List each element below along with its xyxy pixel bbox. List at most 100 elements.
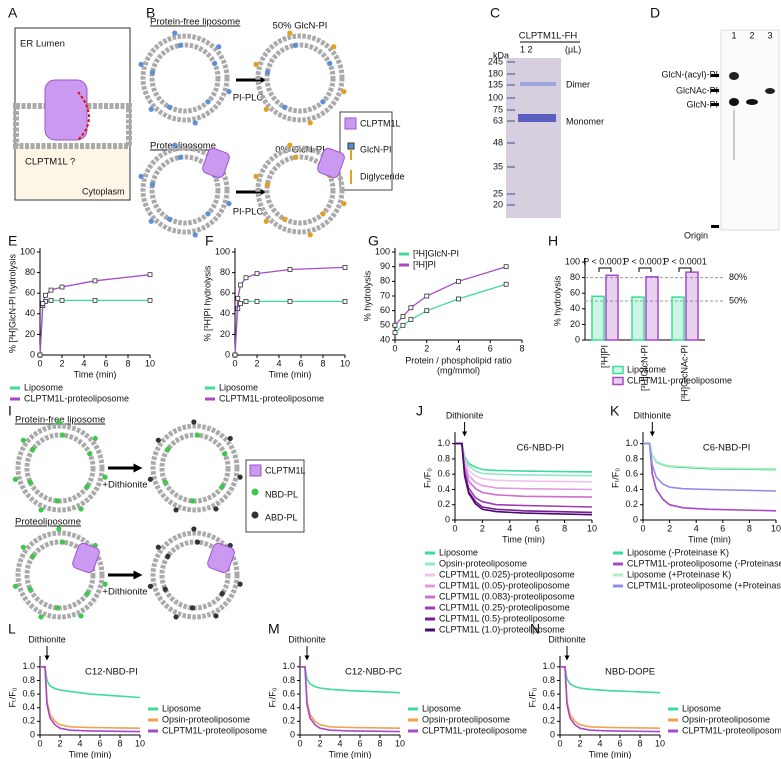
y-tick-label: 0.4	[625, 484, 638, 494]
legend-label: Liposome	[627, 364, 666, 374]
lipid-dot	[189, 605, 196, 611]
data-point	[424, 308, 430, 314]
lipid-dot	[307, 232, 313, 238]
chart-title: C12-NBD-PI	[85, 667, 138, 678]
y-tick-label: 80	[25, 267, 35, 277]
x-axis-label: Protein / phospholipid ratio	[405, 355, 512, 365]
legend-label: CLPTM1L-proteoliposome	[627, 375, 732, 385]
y-tick-label: 0.4	[542, 702, 555, 712]
lipid-dot	[177, 154, 183, 160]
ladder-band	[507, 97, 515, 99]
legend-label: CLPTM1L (1.0)-proteoliposome	[439, 624, 565, 634]
legend-label: CLPTM1L (0.25)-proteoliposome	[439, 602, 570, 612]
legend-label: ABD-PL	[265, 512, 298, 522]
data-point	[342, 299, 348, 304]
lipid-dot	[155, 437, 161, 443]
legend-swatch	[612, 365, 624, 375]
data-point	[243, 299, 249, 304]
y-tick-label: 90	[380, 261, 390, 271]
y-tick-label: 60	[380, 305, 390, 315]
y-tick-label: 100	[375, 246, 390, 256]
lipid-dot	[78, 506, 84, 512]
bilayer-inner	[264, 42, 336, 114]
data-point	[147, 298, 153, 303]
series-line	[455, 442, 593, 514]
bilayer-outer	[150, 423, 240, 513]
data-point	[408, 317, 414, 322]
lipid-dot	[78, 613, 84, 619]
legend-label: Liposome (+Proteinase K)	[627, 569, 731, 579]
ladder-label: 25	[493, 188, 503, 198]
chart-title: NBD-DOPE	[605, 667, 655, 678]
lipid-dot	[38, 507, 44, 513]
x-axis-label: Time (min)	[69, 749, 112, 759]
series-line	[234, 266, 346, 356]
lipid-dot	[222, 451, 228, 457]
lipid-dot	[192, 120, 198, 126]
significance-bracket	[678, 267, 692, 272]
panel-letter: A	[8, 5, 18, 21]
x-tick-label: 2	[480, 523, 485, 533]
y-tick-label: 0.6	[625, 469, 638, 479]
chart-title: C6-NBD-PI	[703, 443, 751, 454]
ladder-label: 48	[493, 137, 503, 147]
x-tick-label: 4	[337, 738, 342, 748]
legend-label: CLPTM1L	[265, 465, 306, 475]
lipid-dot	[84, 591, 90, 597]
label: GlcNAc-PI	[676, 85, 718, 95]
lipid-dot	[138, 173, 144, 180]
y-tick-label: 20	[570, 319, 580, 329]
label: GlcN-PI	[687, 99, 719, 109]
y-tick-label: 0	[225, 349, 230, 359]
x-tick-label: 0	[640, 523, 645, 533]
lipid-dot	[189, 498, 196, 504]
lipid-dot	[173, 614, 179, 620]
y-tick-label: 100	[215, 246, 230, 256]
x-tick-label: 2	[424, 343, 429, 353]
data-point	[287, 299, 293, 304]
panel-letter: B	[146, 5, 155, 21]
y-axis-label: % [³H]PI hydrolysis	[202, 265, 212, 342]
series-line	[394, 266, 507, 326]
x-tick-label: 4	[507, 523, 512, 533]
x-axis-label: Time (min)	[269, 369, 312, 379]
lipid-dot	[147, 476, 154, 482]
lipid-dot	[149, 181, 156, 187]
annotation: P < 0.0001	[623, 256, 667, 266]
label: Origin	[684, 230, 708, 240]
legend-label: Liposome	[682, 703, 721, 713]
x-tick-label: 4	[77, 738, 82, 748]
lipid-dot	[281, 104, 288, 110]
lipid-dot	[320, 99, 326, 105]
lipid-dot	[263, 106, 269, 112]
series-line	[234, 300, 345, 356]
lipid-dot	[138, 61, 144, 68]
lipid-dot	[226, 88, 232, 95]
x-tick-label: 10	[340, 358, 350, 368]
label: +Dithionite	[102, 587, 147, 598]
bilayer-inner	[149, 154, 221, 226]
bar	[671, 296, 685, 341]
y-tick-label: 0.8	[437, 453, 450, 463]
lipid-dot	[320, 211, 326, 217]
y-axis-label: % [³H]GlcN-PI hydrolysis	[7, 253, 17, 353]
ladder-label: 75	[493, 104, 503, 114]
flip-arrow	[77, 91, 90, 141]
data-point	[48, 298, 54, 303]
bar	[685, 271, 699, 341]
y-axis-label: % hydrolysis	[552, 275, 562, 326]
x-tick-label: 0	[37, 358, 42, 368]
lipid-dot	[38, 614, 44, 620]
x-axis-label: Time (min)	[502, 534, 545, 544]
y-tick-label: 100	[565, 256, 580, 266]
y-axis-label: Fₜ/F₀	[267, 687, 277, 707]
ladder-band	[507, 142, 515, 144]
panel-letter: F	[205, 233, 214, 249]
y-tick-label: 0.8	[282, 675, 295, 685]
lipid-dot	[205, 211, 211, 217]
data-point	[400, 322, 406, 328]
lipid-dot	[147, 583, 154, 589]
lumen	[271, 161, 329, 219]
label: Monomer	[566, 116, 604, 126]
lipid-dot	[102, 474, 108, 480]
